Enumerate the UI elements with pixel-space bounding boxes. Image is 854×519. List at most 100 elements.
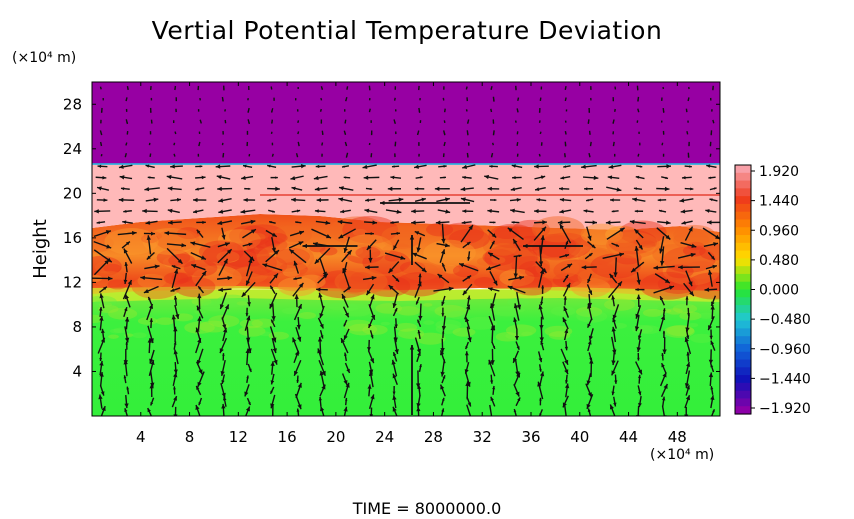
field-texture (403, 262, 440, 281)
wind-vector (563, 306, 570, 318)
wind-vector (365, 232, 374, 236)
wind-vector (559, 186, 570, 191)
wind-vector (587, 303, 593, 321)
wind-vector (564, 141, 567, 147)
wind-vector (147, 325, 154, 344)
field-texture (281, 307, 299, 315)
wind-vector (680, 241, 697, 248)
field-texture (397, 328, 425, 339)
field-texture (580, 223, 624, 245)
wind-vector (119, 175, 133, 180)
wind-vector (613, 257, 618, 277)
field-texture (521, 331, 533, 337)
wind-vector (563, 404, 567, 416)
wind-vector (419, 98, 421, 101)
wind-vector (218, 258, 229, 276)
wind-vector (368, 98, 371, 101)
wind-vector (368, 303, 376, 321)
wind-vector (629, 219, 646, 225)
colorbar-band (735, 351, 751, 361)
wind-vector (219, 337, 228, 354)
wind-vector (272, 403, 274, 416)
wind-vector (367, 339, 371, 352)
wind-vector (125, 341, 129, 350)
wind-vector (140, 275, 163, 281)
field-texture (380, 321, 391, 326)
wind-vector (242, 242, 253, 247)
wind-vector (268, 220, 276, 224)
wind-vector (270, 373, 275, 385)
field-texture (553, 259, 598, 282)
wind-vector (346, 86, 349, 90)
field-texture (488, 223, 537, 249)
wind-vector (416, 351, 421, 363)
wind-vector (411, 209, 425, 214)
wind-vector (516, 292, 522, 310)
x-tick-label: 28 (424, 428, 443, 446)
wind-vector (466, 152, 469, 158)
wind-vector (662, 130, 665, 135)
wind-vector (708, 176, 716, 179)
wind-vector (635, 239, 644, 250)
wind-vector (168, 220, 182, 225)
wind-vector (533, 226, 547, 241)
wind-vector (392, 395, 397, 409)
wind-vector (659, 236, 665, 254)
wind-vector (539, 326, 544, 342)
wind-vector (273, 97, 275, 101)
wind-vector (487, 186, 500, 191)
wind-vector (709, 97, 712, 101)
wind-vector (97, 337, 106, 354)
wind-vector (564, 383, 570, 398)
wind-vector (465, 316, 471, 330)
wind-vector (608, 164, 622, 169)
wind-vector (221, 304, 230, 320)
wind-vector (513, 372, 521, 386)
wind-vector (415, 176, 423, 179)
wind-vector (166, 247, 183, 265)
wind-vector (614, 108, 616, 112)
wind-vector (508, 275, 525, 281)
wind-vector (538, 304, 544, 320)
field-texture (491, 256, 506, 264)
wind-vector (394, 109, 397, 112)
field-texture (494, 226, 520, 240)
wind-vector (147, 338, 152, 354)
wind-vector (687, 152, 690, 158)
wind-vector (685, 314, 690, 333)
wind-vector (562, 361, 569, 375)
wind-vector (443, 86, 445, 90)
field-texture (163, 272, 189, 285)
wind-vector (535, 261, 547, 274)
wind-vector (611, 242, 620, 248)
wind-vector (613, 396, 617, 407)
wind-vector (148, 359, 155, 377)
wind-vector (267, 186, 280, 192)
wind-vector (709, 198, 718, 202)
field-texture (663, 325, 695, 338)
wind-vector (460, 224, 474, 243)
wind-vector (319, 370, 325, 388)
wind-vector (705, 209, 717, 213)
wind-vector (123, 307, 128, 317)
wind-vector (517, 97, 520, 101)
wind-vector (662, 330, 666, 338)
wind-vector (196, 305, 204, 319)
wind-vector (365, 198, 376, 202)
colorbar-band (735, 398, 751, 407)
wind-vector (195, 165, 203, 168)
wind-vector (145, 164, 155, 169)
wind-vector (245, 271, 253, 286)
wind-vector (609, 404, 616, 416)
wind-vector (465, 109, 468, 112)
wind-vector (441, 262, 447, 272)
wind-vector (637, 108, 640, 113)
wind-vector (466, 97, 469, 102)
field-texture (606, 231, 660, 259)
wind-vector (270, 348, 278, 365)
field-texture (448, 228, 490, 250)
field-texture (107, 279, 128, 290)
field-texture (443, 265, 460, 274)
field-texture (663, 246, 716, 273)
wind-vector (219, 292, 227, 310)
